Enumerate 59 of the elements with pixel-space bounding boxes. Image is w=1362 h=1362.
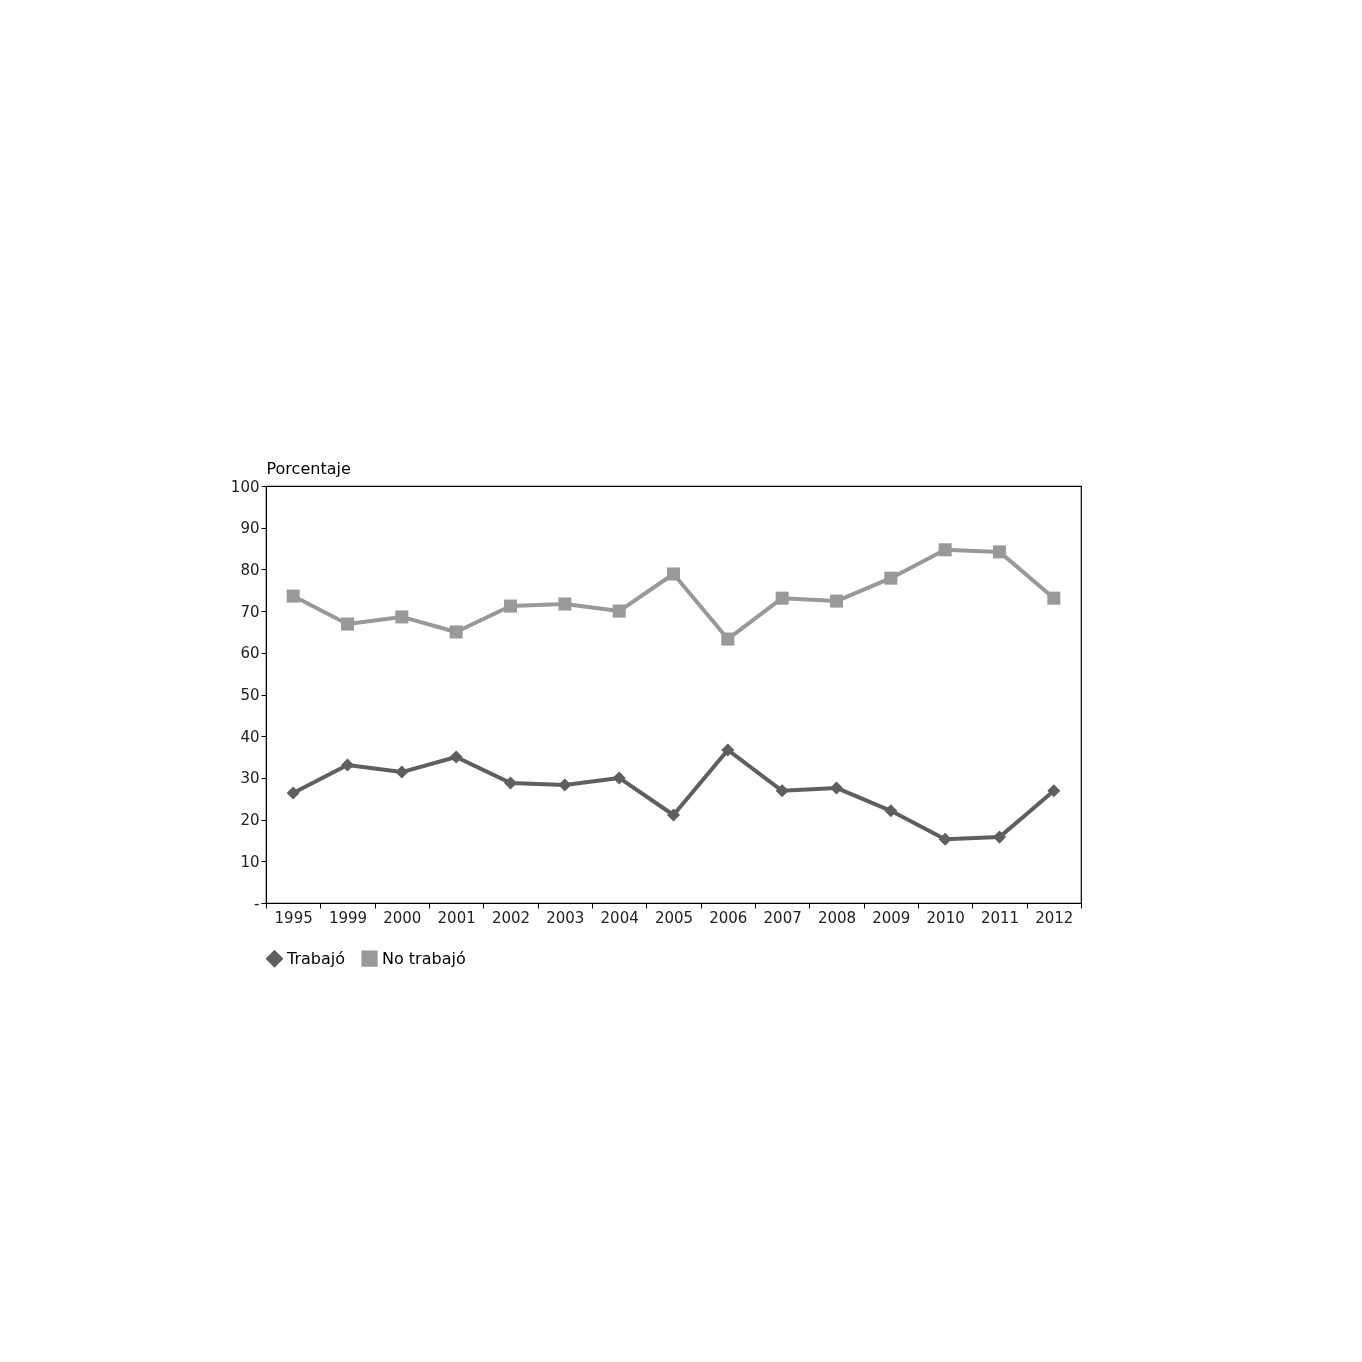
x-tick-label: 2003: [546, 908, 585, 927]
point: [449, 625, 463, 639]
y-tick-label: 60: [240, 644, 260, 663]
point: [721, 632, 735, 646]
point: [884, 571, 898, 585]
point: [395, 765, 409, 779]
y-tick-label: -: [254, 894, 260, 913]
x-tick-label: 2010: [926, 908, 965, 927]
x-tick-label: 2002: [491, 908, 531, 927]
x-tick-label: 2004: [600, 908, 639, 927]
y-tick-label: 40: [240, 727, 260, 746]
point: [286, 786, 300, 800]
x-tick-label: 1995: [274, 908, 313, 927]
point: [340, 758, 355, 772]
x-tick-label: 2000: [383, 908, 422, 927]
point: [395, 610, 409, 624]
point: [721, 743, 735, 757]
y-tick-label: 80: [240, 560, 260, 579]
point: [503, 599, 518, 613]
point: [829, 594, 844, 608]
legend-label: No trabajó: [382, 948, 466, 968]
point: [775, 591, 789, 605]
point: [558, 778, 572, 792]
point: [449, 750, 463, 764]
y-tick-label: 100: [230, 477, 260, 496]
point: [775, 784, 789, 798]
y-tick-label: 20: [240, 811, 260, 830]
point: [938, 543, 952, 557]
x-tick-label: 1999: [328, 908, 368, 927]
point: [612, 604, 626, 618]
y-tick-label: 70: [240, 602, 260, 621]
x-tick-label: 2011: [980, 908, 1020, 927]
y-tick-label: 10: [240, 852, 260, 871]
point: [503, 776, 518, 790]
y-tick-label: 30: [240, 769, 260, 788]
point: [340, 617, 355, 631]
point: [558, 597, 572, 611]
point: [286, 589, 300, 603]
x-tick-label: 2009: [872, 908, 911, 927]
point: [666, 567, 681, 581]
point: [938, 832, 952, 846]
legend-label: Trabajó: [286, 948, 345, 968]
point: [829, 781, 844, 795]
point: [992, 545, 1007, 559]
y-tick-label: 90: [240, 519, 260, 538]
point: [1047, 591, 1061, 605]
point: [1047, 784, 1061, 798]
x-tick-label: 2001: [437, 908, 476, 927]
x-tick-label: 2006: [709, 908, 748, 927]
x-tick-label: 2008: [817, 908, 857, 927]
point: [884, 804, 898, 818]
y-tick-label: 50: [240, 686, 260, 704]
x-tick-label: 2007: [763, 908, 802, 927]
x-tick-label: 2005: [654, 908, 694, 927]
point: [666, 808, 681, 822]
point: [992, 830, 1007, 844]
x-tick-label: 2012: [1035, 908, 1074, 927]
point: [612, 771, 626, 785]
y-axis-title: Porcentaje: [266, 458, 351, 478]
